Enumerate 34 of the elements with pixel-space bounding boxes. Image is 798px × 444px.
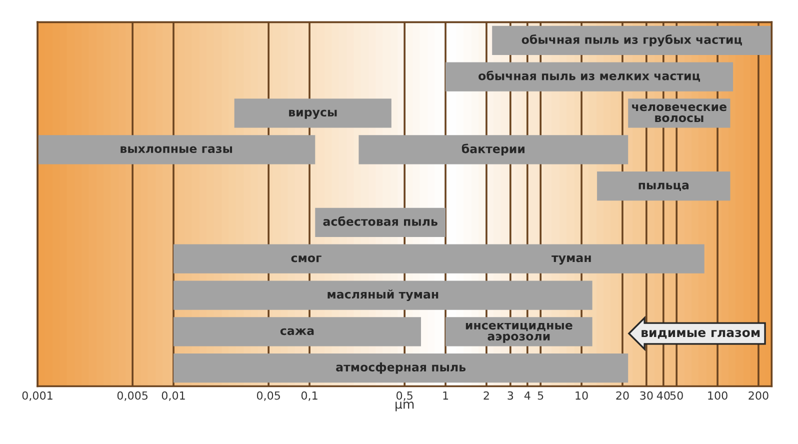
data-label: пыльца [638, 182, 689, 191]
data-label: обычная пыль из грубых частиц [522, 34, 742, 46]
data-label: асбестовая пыль [323, 216, 438, 226]
data-label: атмосферная пыль [336, 362, 466, 374]
data-label: вирусы [289, 110, 337, 119]
x-tick-label: 30 [640, 391, 653, 400]
annotation: видимые глазом [642, 330, 760, 339]
text: туман [552, 255, 591, 265]
x-tick-label: 1 [443, 391, 448, 400]
x-tick-label: 10 [576, 391, 588, 400]
data-label: выхлопные газы [120, 146, 232, 154]
x-axis-title: μm [396, 402, 414, 412]
data-label: масляный туман [328, 289, 438, 302]
x-tick-label: 50 [670, 391, 683, 400]
x-tick-label: 4 [524, 391, 530, 400]
data-label: обычная пыль из мелких частиц [478, 70, 700, 82]
text: смог [291, 256, 322, 262]
data-label: человеческие волосы [632, 104, 726, 122]
x-tick-label: 0,005 [117, 391, 148, 401]
x-tick-label: 20 [616, 391, 629, 400]
x-tick-label: 0,001 [22, 391, 52, 401]
x-tick-label: 5 [538, 391, 544, 400]
x-tick-label: 100 [708, 391, 728, 400]
x-tick-label: 3 [508, 391, 514, 400]
x-tick-label: 0,01 [162, 391, 185, 401]
x-tick-label: 200 [748, 391, 768, 400]
data-label: бактерии [462, 144, 524, 156]
data-label: инсектицидные аэрозоли [466, 322, 572, 343]
x-tick-label: 2 [484, 391, 489, 400]
data-label: сажа [280, 328, 314, 336]
x-tick-label: 40 [656, 391, 670, 400]
x-tick-label: 0,05 [256, 391, 280, 401]
x-tick-label: 0,1 [301, 391, 318, 401]
x-tick-label: 0,5 [396, 391, 412, 401]
